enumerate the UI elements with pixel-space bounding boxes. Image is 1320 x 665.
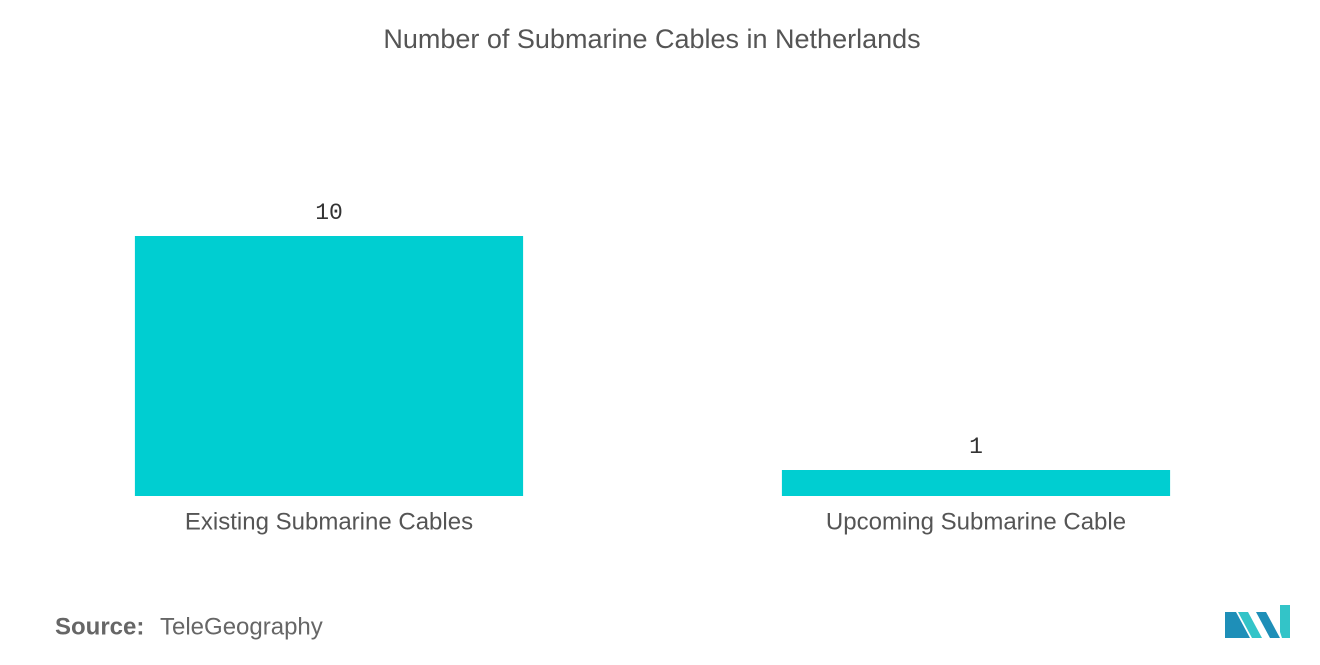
chart-title: Number of Submarine Cables in Netherland… bbox=[383, 24, 920, 54]
x-tick-label: Upcoming Submarine Cable bbox=[826, 508, 1126, 535]
bar bbox=[781, 470, 1171, 496]
value-label: 10 bbox=[315, 200, 343, 226]
value-label: 1 bbox=[969, 434, 983, 460]
bar bbox=[134, 236, 524, 496]
x-tick-label: Existing Submarine Cables bbox=[185, 508, 473, 535]
source-text: TeleGeography bbox=[160, 613, 323, 640]
logo bbox=[1225, 605, 1290, 638]
source-label: Source: bbox=[55, 613, 144, 640]
